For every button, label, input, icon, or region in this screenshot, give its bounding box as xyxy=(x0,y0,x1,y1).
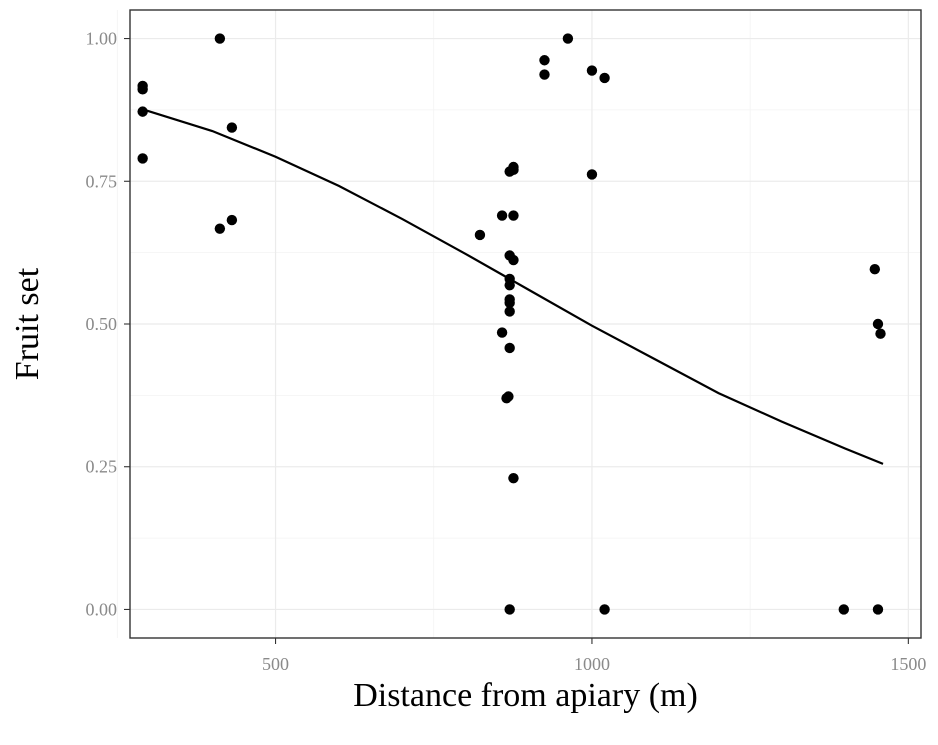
data-point xyxy=(215,33,225,43)
data-point xyxy=(504,306,514,316)
y-tick-label: 0.00 xyxy=(86,599,118,619)
data-point xyxy=(508,255,518,265)
data-point xyxy=(599,604,609,614)
data-point xyxy=(227,122,237,132)
data-point xyxy=(587,65,597,75)
data-point xyxy=(504,343,514,353)
y-tick-label: 0.50 xyxy=(86,314,118,334)
data-point xyxy=(508,473,518,483)
x-tick-label: 1500 xyxy=(890,654,926,674)
data-point xyxy=(215,223,225,233)
data-point xyxy=(497,327,507,337)
data-point xyxy=(587,169,597,179)
data-point xyxy=(599,73,609,83)
data-point xyxy=(875,329,885,339)
data-point xyxy=(137,106,147,116)
data-point xyxy=(497,210,507,220)
data-point xyxy=(508,165,518,175)
x-tick-label: 500 xyxy=(262,654,289,674)
x-axis: 500 1000 1500 xyxy=(262,638,926,674)
data-point xyxy=(873,604,883,614)
y-axis-title: Fruit set xyxy=(9,267,46,380)
data-point xyxy=(503,391,513,401)
data-point xyxy=(137,153,147,163)
data-point xyxy=(563,33,573,43)
data-point xyxy=(137,84,147,94)
data-point xyxy=(508,210,518,220)
data-point xyxy=(475,230,485,240)
grid xyxy=(117,10,921,638)
y-tick-label: 0.75 xyxy=(86,171,118,191)
data-point xyxy=(873,319,883,329)
y-axis: 0.00 0.25 0.50 0.75 1.00 xyxy=(86,29,131,620)
data-point xyxy=(227,215,237,225)
data-point xyxy=(870,264,880,274)
data-point xyxy=(504,280,514,290)
data-point xyxy=(539,69,549,79)
y-tick-label: 1.00 xyxy=(86,29,118,49)
y-tick-label: 0.25 xyxy=(86,457,118,477)
data-point xyxy=(539,55,549,65)
x-axis-title: Distance from apiary (m) xyxy=(353,677,698,714)
data-point xyxy=(504,604,514,614)
data-point xyxy=(839,604,849,614)
x-tick-label: 1000 xyxy=(574,654,610,674)
